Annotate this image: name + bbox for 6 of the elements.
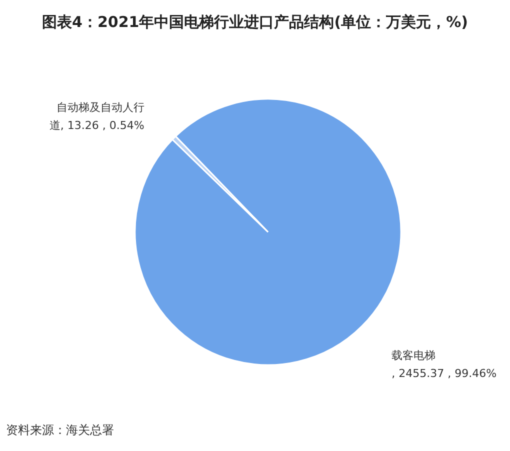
text: 资料来源：海关总署 xyxy=(6,423,114,437)
slice-label: 载客电梯 xyxy=(392,348,436,362)
slice-label: 自动梯及自动人行道, 13.26 , 0.54% xyxy=(49,101,144,132)
chart-title: 图表4：2021年中国电梯行业进口产品结构(单位：万美元，%) xyxy=(42,13,468,31)
data-label: , 2455.37 , 99.46% xyxy=(392,366,497,380)
pie-slice xyxy=(172,136,269,233)
